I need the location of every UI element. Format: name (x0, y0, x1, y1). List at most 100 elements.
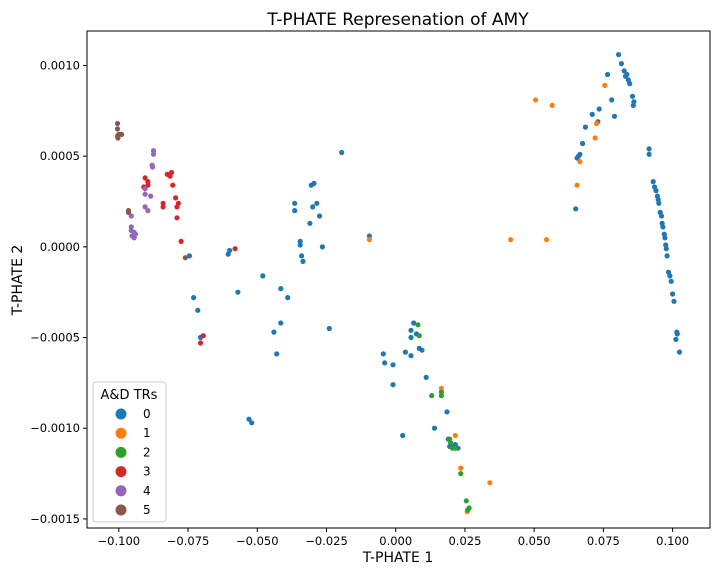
data-point-series-0 (308, 182, 314, 188)
data-point-series-0 (611, 113, 618, 119)
data-point-series-3 (160, 200, 166, 206)
data-point-series-0 (616, 52, 622, 58)
x-tick-label: 0.000 (379, 534, 412, 548)
data-point-series-2 (415, 322, 421, 328)
legend-label-4: 4 (143, 484, 151, 498)
data-point-series-0 (573, 206, 579, 212)
data-point-series-0 (667, 273, 673, 279)
data-point-series-0 (292, 208, 298, 214)
legend-label-2: 2 (143, 445, 151, 459)
data-point-series-0 (326, 325, 332, 332)
data-point-series-0 (408, 353, 414, 359)
data-point-series-2 (458, 471, 464, 477)
data-point-series-0 (235, 289, 241, 295)
data-point-series-0 (630, 102, 636, 108)
data-point-series-0 (300, 258, 306, 264)
data-point-series-0 (297, 242, 303, 248)
data-point-series-0 (621, 68, 627, 74)
data-point-series-4 (142, 191, 148, 197)
data-point-series-3 (232, 246, 238, 252)
data-point-series-1 (458, 465, 464, 471)
data-point-series-0 (660, 224, 666, 230)
data-point-series-0 (650, 179, 656, 185)
data-point-series-0 (574, 155, 580, 161)
data-point-series-2 (452, 445, 458, 451)
data-point-series-4 (142, 186, 148, 192)
legend-marker-2 (115, 446, 127, 458)
data-point-series-3 (197, 340, 204, 346)
legend-marker-4 (115, 485, 127, 497)
data-point-series-0 (186, 253, 192, 259)
data-point-series-0 (629, 93, 636, 99)
data-point-series-0 (656, 200, 662, 206)
data-point-series-3 (170, 182, 176, 188)
legend-box (92, 381, 167, 523)
data-point-series-0 (662, 235, 668, 241)
data-point-series-0 (402, 349, 408, 355)
data-point-series-3 (178, 238, 184, 244)
x-tick-label: −0.100 (98, 534, 141, 548)
data-point-series-4 (128, 224, 134, 230)
y-axis: −0.0015 −0.0010 −0.0005 0.0000 0.0005 0.0010 (30, 58, 87, 526)
data-point-series-3 (142, 175, 148, 181)
data-point-series-1 (577, 159, 583, 165)
legend-title: A&D TRs (101, 388, 158, 403)
data-point-series-0 (670, 291, 676, 297)
legend-label-5: 5 (143, 503, 151, 517)
chart-title: T-PHATE Represenation of AMY (266, 10, 529, 30)
data-point-series-2 (448, 440, 454, 446)
data-point-series-1 (592, 135, 598, 141)
y-tick-label: −0.0010 (30, 421, 80, 435)
data-point-series-5 (125, 209, 132, 215)
data-point-series-3 (145, 179, 151, 185)
data-point-series-0 (366, 233, 372, 239)
data-point-series-4 (142, 204, 148, 210)
legend-marker-3 (115, 466, 127, 478)
y-tick-label: −0.0005 (30, 331, 80, 345)
x-tick-label: −0.025 (305, 534, 348, 548)
data-point-series-0 (582, 124, 589, 130)
data-point-series-5 (115, 135, 121, 141)
data-point-series-3 (173, 195, 179, 201)
data-point-series-0 (653, 188, 659, 194)
data-point-series-4 (150, 164, 156, 170)
data-point-series-3 (200, 333, 206, 339)
x-axis-label: T-PHATE 1 (362, 550, 434, 566)
data-point-series-0 (624, 71, 630, 78)
data-point-series-0 (452, 442, 458, 448)
y-axis-label: T-PHATE 2 (10, 245, 26, 317)
data-point-series-0 (605, 71, 611, 78)
data-point-series-1 (452, 432, 458, 439)
data-point-series-1 (593, 120, 600, 127)
x-tick-label: 0.075 (587, 534, 620, 548)
legend-marker-0 (115, 408, 127, 420)
data-point-series-0 (674, 331, 680, 337)
legend-items: 0 1 2 3 4 5 (115, 407, 151, 517)
data-point-series-1 (438, 385, 444, 391)
data-point-series-4 (145, 208, 151, 214)
data-point-series-0 (380, 351, 386, 357)
data-point-series-0 (627, 81, 633, 87)
data-point-series-0 (271, 329, 277, 335)
data-point-series-0 (577, 151, 583, 157)
data-point-series-0 (297, 238, 303, 244)
data-point-series-0 (408, 327, 414, 333)
legend-label-3: 3 (143, 465, 151, 479)
data-point-series-0 (400, 432, 406, 439)
data-point-series-0 (225, 251, 231, 257)
data-point-series-0 (310, 204, 316, 210)
data-point-series-4 (150, 148, 157, 154)
data-point-series-5 (119, 131, 125, 137)
points-layer (114, 52, 683, 515)
y-tick-label: 0.0005 (40, 149, 80, 163)
x-tick-label: 0.100 (656, 534, 689, 548)
data-point-series-1 (508, 237, 514, 243)
data-point-series-0 (646, 151, 652, 157)
data-point-series-0 (664, 253, 670, 259)
data-point-series-0 (580, 140, 586, 147)
data-point-series-3 (174, 204, 180, 210)
data-point-series-0 (382, 360, 388, 366)
data-point-series-1 (602, 82, 608, 88)
data-point-series-3 (160, 204, 166, 210)
